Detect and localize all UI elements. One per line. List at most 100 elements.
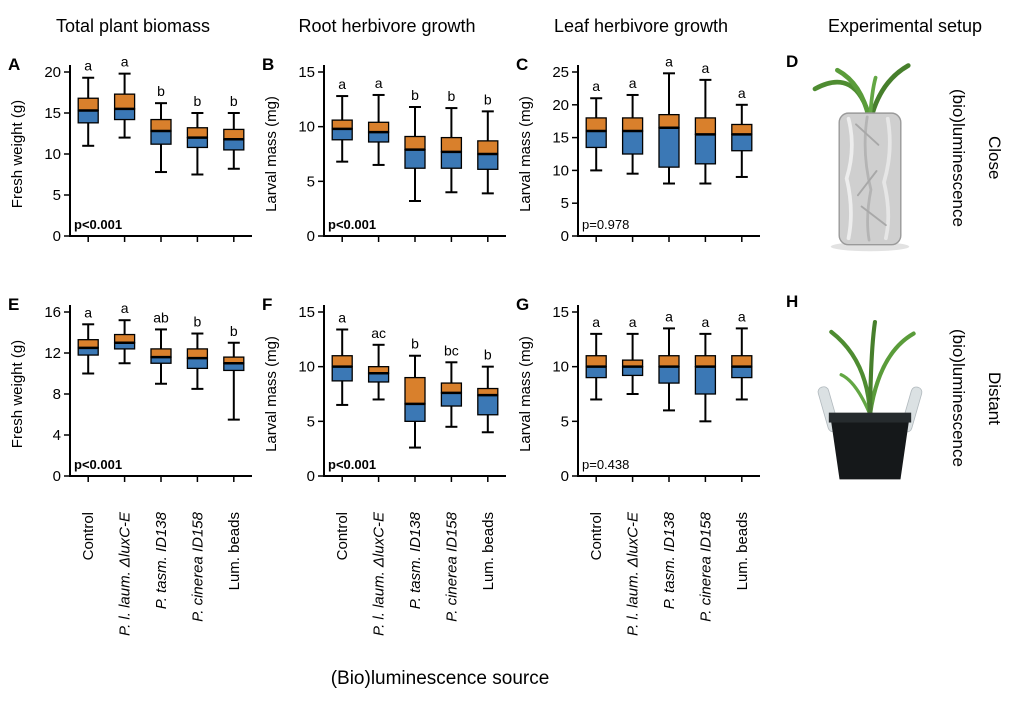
box-lower-quartile	[621, 130, 644, 155]
significance-letter: a	[375, 75, 383, 91]
box-upper-quartile	[621, 117, 644, 132]
significance-letter: a	[121, 300, 129, 316]
column-title-total-plant-biomass: Total plant biomass	[55, 16, 211, 36]
panel-E-container: E Fresh weight (g) 0 4 8 12 16 a a ab b b p<0.001	[6, 292, 260, 504]
box-lower-quartile	[223, 138, 245, 151]
category-label: Lum. beads	[734, 512, 751, 590]
y-tick-label: 8	[53, 386, 61, 403]
panel-A-container: A Fresh weight (g) 0 5 10 15 20 a a b b b p<0.001	[6, 52, 260, 264]
y-axis-label: Larval mass (mg)	[517, 96, 534, 212]
y-tick-label: 5	[53, 187, 61, 204]
box-upper-quartile	[186, 348, 209, 359]
box-upper-quartile	[731, 355, 753, 368]
y-tick-label: 5	[307, 173, 315, 190]
significance-letter: b	[157, 83, 165, 99]
y-axis-label: Fresh weight (g)	[9, 100, 26, 208]
y-tick-label: 15	[298, 304, 315, 321]
significance-letter: ab	[153, 309, 169, 325]
close-label: Close	[985, 136, 1004, 180]
significance-letter: a	[338, 76, 346, 92]
box-lower-quartile	[186, 136, 209, 149]
y-tick-label: 20	[552, 97, 569, 114]
significance-letter: a	[592, 78, 600, 94]
p-value: p<0.001	[74, 457, 122, 472]
box-lower-quartile	[585, 366, 607, 379]
y-tick-label: 0	[307, 228, 315, 245]
bioluminescence-label-close: (bio)luminescence	[949, 89, 968, 227]
box-upper-quartile	[440, 136, 463, 153]
significance-letter: a	[738, 308, 746, 324]
panel-F-container: F Larval mass (mg) 0 5 10 15 a ac b bc b p<0.001	[260, 292, 514, 504]
y-tick-label: 15	[298, 64, 315, 81]
category-labels: Control P. l. laum. ΔluxC-E P. tasm. ID138…	[334, 511, 497, 636]
box-upper-quartile	[77, 97, 99, 112]
box-upper-quartile	[186, 127, 209, 139]
box-upper-quartile	[694, 117, 717, 135]
y-tick-label: 15	[552, 304, 569, 321]
plant-leaves	[829, 319, 916, 417]
column-title-leaf-herbivore-growth: Leaf herbivore growth	[553, 16, 729, 36]
significance-letter: a	[702, 314, 710, 330]
box-lower-quartile	[186, 357, 209, 370]
significance-letter: b	[411, 336, 419, 352]
box-upper-quartile	[331, 355, 353, 368]
box-lower-quartile	[113, 108, 136, 121]
box-lower-quartile	[331, 366, 353, 382]
category-label: Control	[80, 512, 97, 560]
y-tick-label: 10	[298, 119, 315, 136]
y-tick-label: 10	[552, 359, 569, 376]
column-title-root-herbivore-growth: Root herbivore growth	[298, 16, 476, 36]
y-tick-label: 20	[44, 64, 61, 81]
y-tick-label: 4	[53, 427, 61, 444]
column-title-experimental-setup: Experimental setup	[827, 16, 983, 36]
x-axis-label: (Bio)luminescence source	[330, 668, 550, 689]
panel-letter-D: D	[786, 52, 799, 71]
y-axis-label: Larval mass (mg)	[263, 96, 280, 212]
category-label: Control	[588, 512, 605, 560]
category-label: P. l. laum. ΔluxC-E	[371, 511, 388, 636]
panel-B-container: B Larval mass (mg) 0 5 10 15 a a b b b p<0.001	[260, 52, 514, 264]
panel-letter: A	[8, 55, 20, 74]
y-tick-label: 5	[561, 195, 569, 212]
distant-label: Distant	[985, 371, 1004, 425]
boxplot-panel-C: C Larval mass (mg) 0 5 10 15 20 25 a a a a a p=0.978	[516, 53, 760, 245]
category-label: P. l. laum. ΔluxC-E	[625, 511, 642, 636]
y-tick-label: 10	[552, 162, 569, 179]
box-upper-quartile	[150, 118, 172, 132]
box-lower-quartile	[585, 130, 607, 149]
category-labels: Control P. l. laum. ΔluxC-E P. tasm. ID138…	[588, 511, 751, 636]
category-labels: Control P. l. laum. ΔluxC-E P. tasm. ID138…	[80, 511, 243, 636]
box-lower-quartile	[440, 392, 463, 407]
plant-leaves	[812, 63, 911, 122]
significance-letter: b	[484, 91, 492, 107]
y-axis-label: Fresh weight (g)	[9, 340, 26, 448]
significance-letter: ac	[371, 325, 386, 341]
significance-letter: b	[194, 93, 202, 109]
panel-letter: E	[8, 295, 19, 314]
box-lower-quartile	[694, 133, 717, 165]
significance-letter: a	[592, 314, 600, 330]
box-lower-quartile	[731, 133, 753, 152]
y-tick-label: 25	[552, 64, 569, 81]
significance-letter: a	[629, 75, 637, 91]
significance-letter: b	[448, 88, 456, 104]
box-lower-quartile	[404, 403, 426, 422]
box-lower-quartile	[77, 109, 99, 124]
y-tick-label: 10	[44, 146, 61, 163]
category-label: P. cinerea ID158	[443, 511, 460, 621]
y-tick-label: 0	[53, 228, 61, 245]
p-value: p=0.978	[582, 217, 629, 232]
category-label: Lum. beads	[480, 512, 497, 590]
box-upper-quartile	[658, 113, 680, 129]
category-labels-col2: Control P. l. laum. ΔluxC-E P. tasm. ID138…	[260, 506, 514, 668]
box-upper-quartile	[658, 355, 680, 368]
box-lower-quartile	[658, 366, 680, 384]
box-upper-quartile	[331, 119, 353, 130]
panel-letter-H: H	[786, 292, 799, 311]
box-lower-quartile	[731, 366, 753, 379]
boxplot-panel-G: G Larval mass (mg) 0 5 10 15 a a a a a p=0.438	[516, 295, 760, 485]
category-label: P. cinerea ID158	[189, 511, 206, 621]
category-label: Lum. beads	[226, 512, 243, 590]
panel-C-container: C Larval mass (mg) 0 5 10 15 20 25 a a a a a p=0.978	[514, 52, 768, 264]
significance-letter: a	[84, 58, 92, 74]
